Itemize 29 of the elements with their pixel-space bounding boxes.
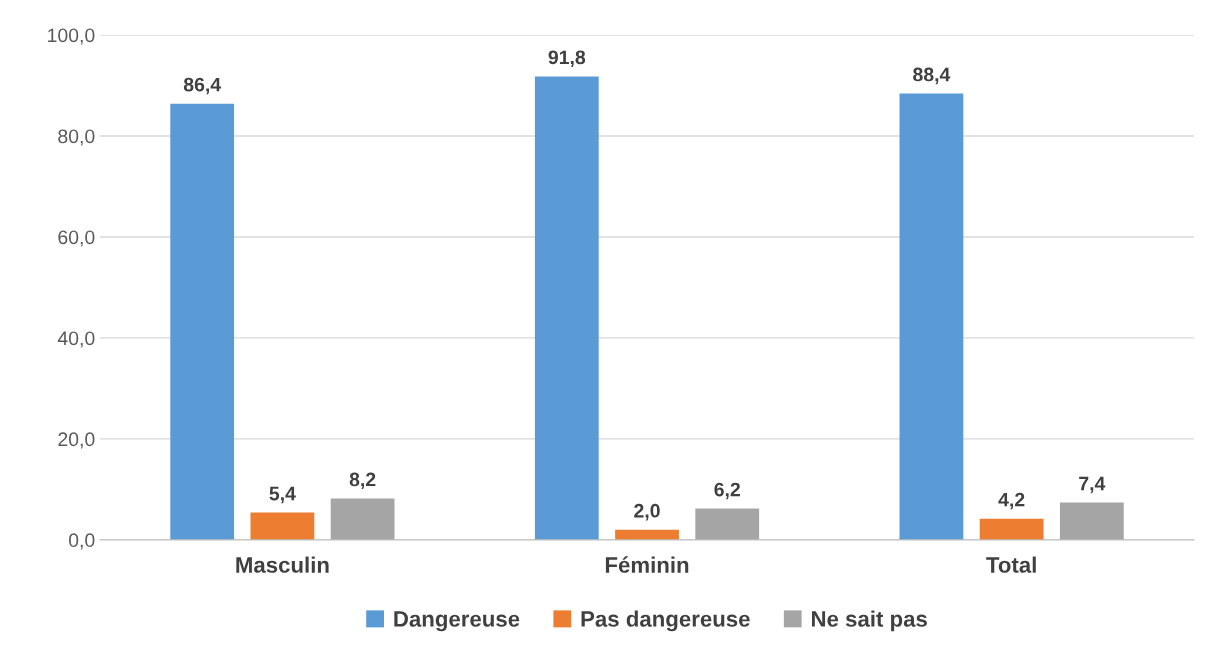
- data-label: 91,8: [548, 50, 586, 68]
- y-tick-label: 20,0: [58, 432, 95, 449]
- bar: [899, 93, 964, 540]
- data-label: 2,0: [634, 503, 660, 521]
- y-tick-label: 80,0: [58, 129, 95, 146]
- y-tick-label: 60,0: [58, 230, 95, 247]
- data-label: 88,4: [913, 67, 951, 85]
- x-tick-label: Féminin: [605, 556, 689, 573]
- legend-label: Dangereuse: [394, 611, 520, 632]
- x-tick-label: Total: [986, 556, 1036, 573]
- legend-label: Ne sait pas: [812, 610, 927, 632]
- bar: [979, 518, 1044, 540]
- data-label: 6,2: [714, 482, 740, 500]
- x-tick-label: Masculin: [236, 556, 329, 573]
- bar: [170, 103, 235, 540]
- bar: [250, 512, 315, 540]
- y-tick-label: 0,0: [68, 533, 95, 550]
- y-tick-label: 100,0: [48, 28, 95, 45]
- data-label: 8,2: [349, 472, 376, 490]
- bar: [1059, 502, 1124, 540]
- data-label: 86,4: [183, 77, 222, 95]
- data-label: 5,4: [269, 486, 296, 504]
- y-tick-label: 40,0: [57, 331, 95, 348]
- data-label: 4,2: [998, 492, 1025, 510]
- bar: [534, 76, 599, 540]
- bar: [695, 508, 760, 540]
- bar: [330, 498, 395, 540]
- data-label: 7,4: [1079, 476, 1106, 494]
- legend-label: Pas dangereuse: [581, 610, 750, 632]
